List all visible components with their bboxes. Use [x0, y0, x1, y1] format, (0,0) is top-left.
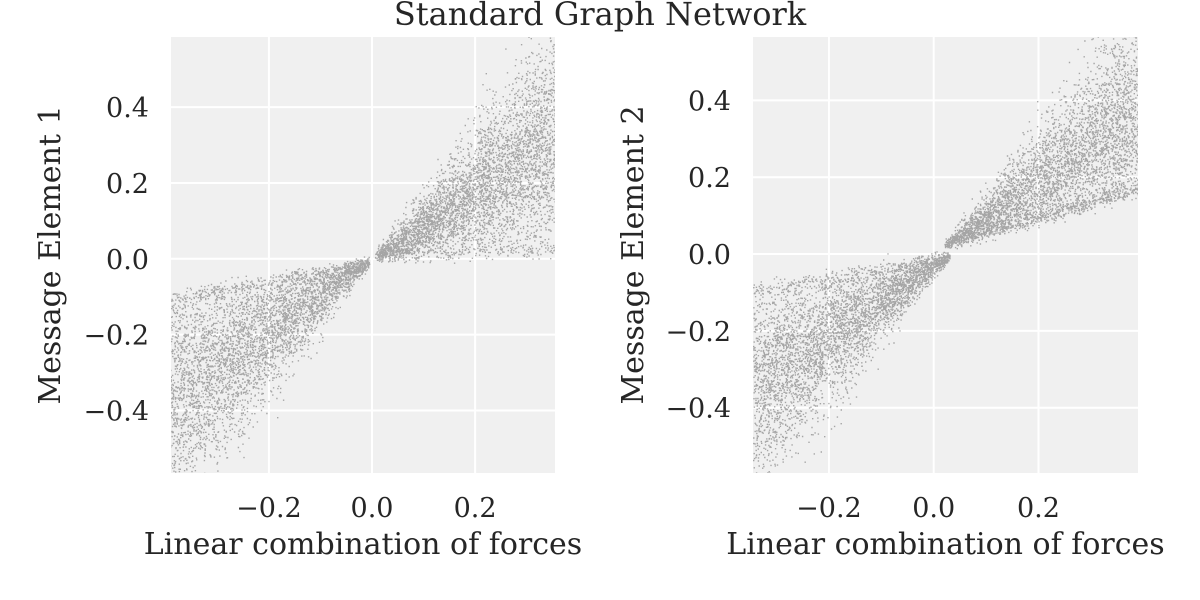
y-tick-label: −0.4 [83, 396, 149, 427]
y-tick-label: 0.4 [106, 93, 149, 124]
y-axis-label: Message Element 1 [33, 105, 68, 404]
x-axis-label: Linear combination of forces [726, 527, 1164, 562]
x-tick-label: 0.0 [912, 493, 955, 524]
y-tick-label: −0.2 [665, 317, 731, 348]
x-axis-label: Linear combination of forces [144, 527, 582, 562]
x-tick-label: −0.2 [236, 493, 302, 524]
y-axis-label: Message Element 2 [616, 105, 651, 404]
y-tick-label: 0.0 [688, 240, 731, 271]
figure-title: Standard Graph Network [393, 0, 807, 33]
scatter-panel-message-element-1: −0.2 0.0 0.2 0.4 0.2 0.0 −0.2 −0.4 Linear combin… [33, 37, 582, 562]
plot-area-background [171, 37, 555, 473]
y-tick-label: −0.2 [83, 321, 149, 352]
y-tick-label: 0.2 [106, 169, 149, 200]
x-tick-label: −0.2 [796, 493, 862, 524]
y-tick-label: 0.0 [106, 245, 149, 276]
x-tick-label: 0.2 [1017, 493, 1060, 524]
y-tick-label: 0.4 [688, 86, 731, 117]
y-tick-label: 0.2 [688, 163, 731, 194]
x-tick-label: 0.2 [454, 493, 497, 524]
y-tick-label: −0.4 [665, 394, 731, 425]
x-tick-label: 0.0 [351, 493, 394, 524]
scatter-panel-message-element-2: −0.2 0.0 0.2 0.4 0.2 0.0 −0.2 −0.4 Linear combin… [616, 37, 1165, 562]
